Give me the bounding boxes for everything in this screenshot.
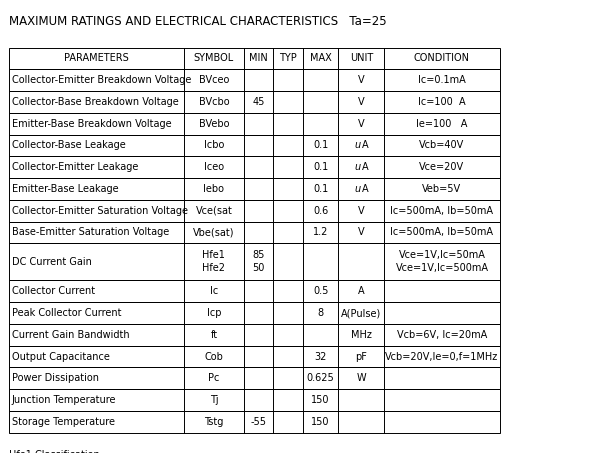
Text: Iceo: Iceo — [204, 162, 224, 172]
Bar — [9, 346, 500, 367]
Text: Vce(sat: Vce(sat — [196, 206, 232, 216]
Text: Iebo: Iebo — [204, 184, 224, 194]
Bar — [9, 389, 500, 411]
Text: 8: 8 — [318, 308, 324, 318]
Text: A: A — [362, 162, 368, 172]
Text: Icbo: Icbo — [204, 140, 224, 150]
Bar — [9, 411, 500, 433]
Bar — [9, 222, 500, 243]
Text: Ie=100   A: Ie=100 A — [416, 119, 468, 129]
Bar — [9, 91, 500, 113]
Text: Emitter-Base Leakage: Emitter-Base Leakage — [12, 184, 118, 194]
Text: MAX: MAX — [310, 53, 332, 63]
Text: 0.6: 0.6 — [313, 206, 328, 216]
Text: Tj: Tj — [210, 395, 218, 405]
Text: PARAMETERS: PARAMETERS — [64, 53, 129, 63]
Text: Collector Current: Collector Current — [12, 286, 95, 296]
Text: Base-Emitter Saturation Voltage: Base-Emitter Saturation Voltage — [12, 227, 169, 237]
Text: 0.1: 0.1 — [313, 184, 328, 194]
Text: BVebo: BVebo — [199, 119, 229, 129]
Text: A: A — [362, 140, 368, 150]
Bar — [9, 367, 500, 389]
Text: Collector-Emitter Leakage: Collector-Emitter Leakage — [12, 162, 138, 172]
Bar — [9, 178, 500, 200]
Text: A: A — [358, 286, 365, 296]
Text: 1.2: 1.2 — [313, 227, 329, 237]
Text: Ic=100  A: Ic=100 A — [418, 97, 466, 107]
Text: TYP: TYP — [280, 53, 297, 63]
Bar — [9, 324, 500, 346]
Text: pF: pF — [356, 352, 367, 361]
Text: 0.1: 0.1 — [313, 162, 328, 172]
Bar — [9, 48, 500, 69]
Text: A(Pulse): A(Pulse) — [341, 308, 381, 318]
Text: Vcb=40V: Vcb=40V — [419, 140, 465, 150]
Text: V: V — [358, 119, 365, 129]
Bar — [9, 280, 500, 302]
Text: CONDITION: CONDITION — [414, 53, 470, 63]
Text: Cob: Cob — [205, 352, 223, 361]
Text: MIN: MIN — [249, 53, 268, 63]
Text: ft: ft — [210, 330, 218, 340]
Text: MHz: MHz — [351, 330, 372, 340]
Text: Emitter-Base Breakdown Voltage: Emitter-Base Breakdown Voltage — [12, 119, 171, 129]
Text: Hfe1
Hfe2: Hfe1 Hfe2 — [202, 251, 226, 273]
Text: u: u — [354, 184, 360, 194]
Text: 85
50: 85 50 — [253, 251, 265, 273]
Text: Ic=500mA, Ib=50mA: Ic=500mA, Ib=50mA — [390, 227, 493, 237]
Text: Vcb=20V,Ie=0,f=1MHz: Vcb=20V,Ie=0,f=1MHz — [386, 352, 498, 361]
Text: Collector-Base Breakdown Voltage: Collector-Base Breakdown Voltage — [12, 97, 178, 107]
Text: Output Capacitance: Output Capacitance — [12, 352, 110, 361]
Text: Hfe1 Classification: Hfe1 Classification — [9, 450, 100, 453]
Text: DC Current Gain: DC Current Gain — [12, 257, 91, 267]
Text: Collector-Emitter Breakdown Voltage: Collector-Emitter Breakdown Voltage — [12, 75, 191, 85]
Text: u: u — [354, 162, 360, 172]
Text: SYMBOL: SYMBOL — [194, 53, 234, 63]
Text: V: V — [358, 206, 365, 216]
Text: A: A — [362, 184, 368, 194]
Text: 0.625: 0.625 — [306, 373, 335, 383]
Text: BVceo: BVceo — [199, 75, 229, 85]
Bar — [9, 243, 500, 280]
Text: V: V — [358, 75, 365, 85]
Text: 150: 150 — [311, 395, 330, 405]
Bar — [9, 156, 500, 178]
Text: Power Dissipation: Power Dissipation — [12, 373, 99, 383]
Text: Vcb=6V, Ic=20mA: Vcb=6V, Ic=20mA — [397, 330, 487, 340]
Text: Ic=0.1mA: Ic=0.1mA — [418, 75, 466, 85]
Text: Tstg: Tstg — [204, 417, 224, 427]
Text: MAXIMUM RATINGS AND ELECTRICAL CHARACTERISTICS   Ta=25: MAXIMUM RATINGS AND ELECTRICAL CHARACTER… — [9, 15, 387, 28]
Text: W: W — [357, 373, 366, 383]
Text: Collector-Emitter Saturation Voltage: Collector-Emitter Saturation Voltage — [12, 206, 188, 216]
Text: Ic: Ic — [210, 286, 218, 296]
Text: Ic=500mA, Ib=50mA: Ic=500mA, Ib=50mA — [390, 206, 493, 216]
Text: u: u — [354, 140, 360, 150]
Text: Vce=20V: Vce=20V — [419, 162, 465, 172]
Text: Veb=5V: Veb=5V — [422, 184, 462, 194]
Text: 45: 45 — [253, 97, 265, 107]
Text: Pc: Pc — [208, 373, 219, 383]
Text: BVcbo: BVcbo — [199, 97, 229, 107]
Text: Collector-Base Leakage: Collector-Base Leakage — [12, 140, 126, 150]
Bar — [9, 113, 500, 135]
Text: UNIT: UNIT — [350, 53, 373, 63]
Text: Junction Temperature: Junction Temperature — [12, 395, 116, 405]
Text: Vce=1V,Ic=50mA
Vce=1V,Ic=500mA: Vce=1V,Ic=50mA Vce=1V,Ic=500mA — [395, 251, 489, 273]
Text: 0.5: 0.5 — [313, 286, 329, 296]
Text: Icp: Icp — [207, 308, 221, 318]
Text: Peak Collector Current: Peak Collector Current — [12, 308, 121, 318]
Text: 150: 150 — [311, 417, 330, 427]
Text: Storage Temperature: Storage Temperature — [12, 417, 115, 427]
Text: -55: -55 — [251, 417, 267, 427]
Text: 32: 32 — [314, 352, 327, 361]
Text: V: V — [358, 227, 365, 237]
Bar — [9, 200, 500, 222]
Bar — [9, 302, 500, 324]
Text: Current Gain Bandwidth: Current Gain Bandwidth — [12, 330, 129, 340]
Text: 0.1: 0.1 — [313, 140, 328, 150]
Bar — [9, 135, 500, 156]
Text: V: V — [358, 97, 365, 107]
Text: Vbe(sat): Vbe(sat) — [193, 227, 235, 237]
Bar — [9, 69, 500, 91]
